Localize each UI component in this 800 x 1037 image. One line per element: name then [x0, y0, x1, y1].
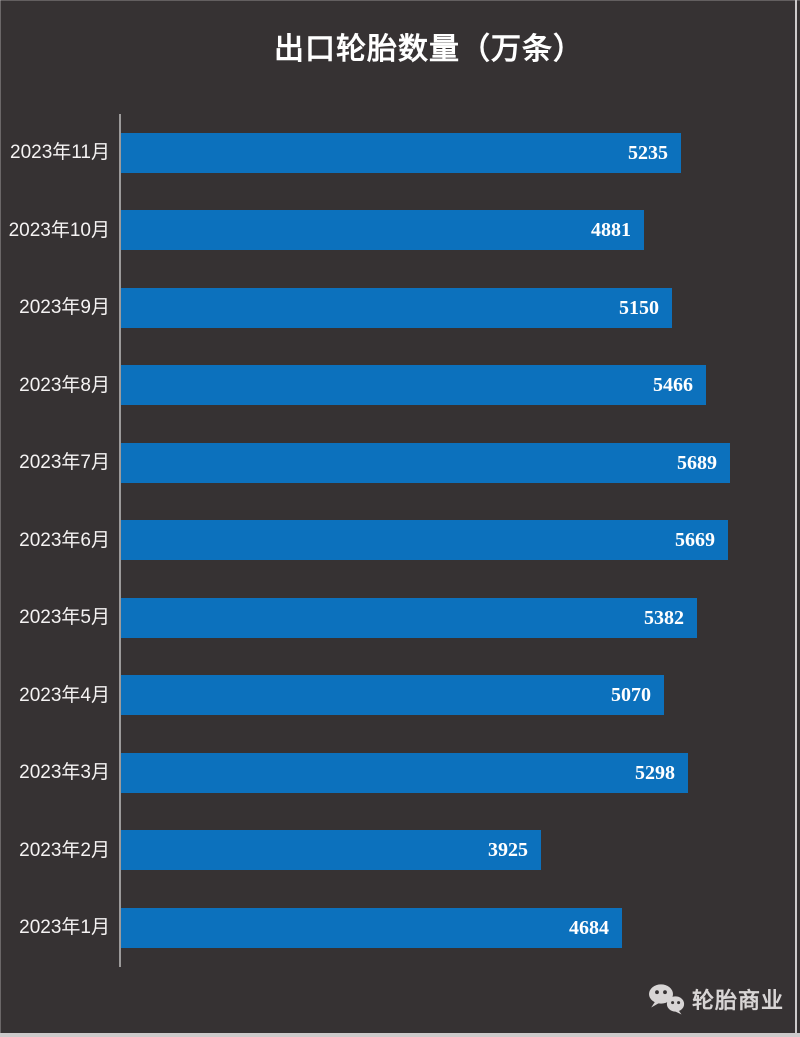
category-label: 2023年9月 [19, 297, 110, 319]
page-edge-bottom [0, 1033, 800, 1037]
bar: 3925 [121, 830, 541, 871]
bar: 4684 [121, 907, 622, 948]
bar-track: 3925 [119, 811, 800, 889]
category-label: 2023年8月 [19, 374, 110, 396]
bar: 5689 [121, 442, 730, 483]
category-label: 2023年1月 [19, 917, 110, 939]
chart-row: 2023年8月 5466 [0, 346, 800, 424]
category-label: 2023年2月 [19, 839, 110, 861]
chart-row: 2023年1月 4684 [0, 889, 800, 967]
value-label: 5382 [644, 606, 684, 629]
wechat-icon [648, 983, 685, 1015]
watermark-label: 轮胎商业 [691, 988, 784, 1013]
page-edge-top [0, 0, 800, 1]
value-label: 5235 [628, 141, 668, 164]
value-label: 4881 [591, 219, 631, 242]
bar: 5150 [121, 287, 672, 328]
value-label: 5070 [611, 684, 651, 707]
page-edge-left [0, 0, 1, 1037]
value-label: 3925 [488, 839, 528, 862]
bar: 5070 [121, 675, 664, 716]
category-label: 2023年5月 [19, 607, 110, 629]
bar-track: 5689 [119, 424, 800, 502]
chart-row: 2023年5月 5382 [0, 579, 800, 657]
category-label: 2023年10月 [8, 219, 110, 241]
bar-track: 5669 [119, 501, 800, 579]
bar-track: 5298 [119, 734, 800, 812]
chart-row: 2023年4月 5070 [0, 656, 800, 734]
bar: 5466 [121, 365, 706, 406]
bar: 5382 [121, 597, 697, 638]
chart-row: 2023年7月 5689 [0, 424, 800, 502]
chart-row: 2023年3月 5298 [0, 734, 800, 812]
category-label: 2023年11月 [10, 142, 110, 164]
value-label: 5689 [677, 451, 717, 474]
chart-row: 2023年9月 5150 [0, 269, 800, 347]
page-edge-right [795, 0, 797, 1037]
bar-track: 5070 [119, 656, 800, 734]
category-label: 2023年7月 [19, 452, 110, 474]
value-label: 5466 [653, 374, 693, 397]
bar: 5235 [121, 132, 681, 173]
bar-track: 5150 [119, 269, 800, 347]
bar-track: 4881 [119, 191, 800, 269]
value-label: 5150 [619, 296, 659, 319]
value-label: 4684 [569, 916, 609, 939]
bar: 5669 [121, 520, 728, 561]
chart-title: 出口轮胎数量（万条） [274, 33, 584, 66]
chart-row: 2023年6月 5669 [0, 501, 800, 579]
category-label: 2023年3月 [19, 762, 110, 784]
bar: 5298 [121, 752, 688, 793]
bar: 4881 [121, 210, 644, 251]
bar-track: 5382 [119, 579, 800, 657]
bar-track: 5466 [119, 346, 800, 424]
value-label: 5298 [635, 761, 675, 784]
bar-chart: 2023年11月 5235 2023年10月 4881 2023年9月 5150 2023年… [0, 114, 800, 967]
chart-row: 2023年11月 5235 [0, 114, 800, 192]
value-label: 5669 [675, 529, 715, 552]
watermark: 轮胎商业 [648, 983, 784, 1015]
category-label: 2023年6月 [19, 529, 110, 551]
bar-track: 4684 [119, 889, 800, 967]
chart-row: 2023年10月 4881 [0, 191, 800, 269]
bar-track: 5235 [119, 114, 800, 192]
category-label: 2023年4月 [19, 684, 110, 706]
chart-row: 2023年2月 3925 [0, 811, 800, 889]
